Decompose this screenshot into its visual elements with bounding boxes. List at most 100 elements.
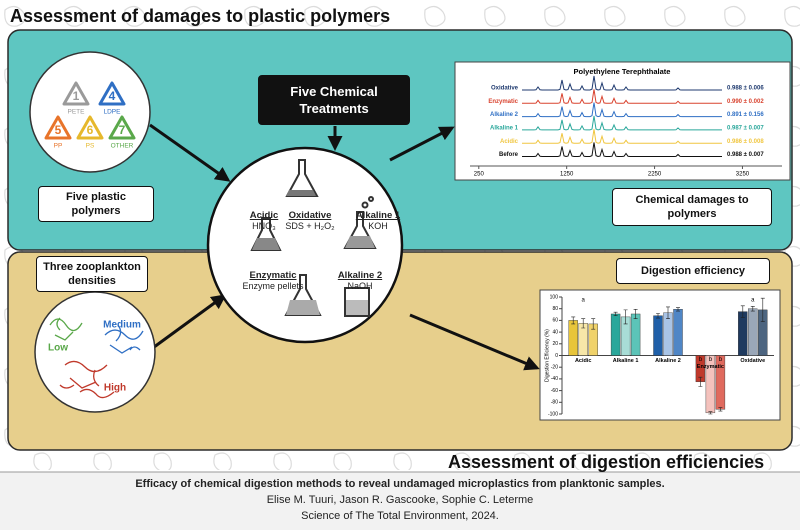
- error-bar: [581, 318, 586, 329]
- treatment: Enzymatic Enzyme pellets: [238, 270, 308, 292]
- treatment-reagent: SDS + H₂O₂: [285, 221, 335, 231]
- error-bar: [676, 307, 680, 312]
- zooplankton-icons: [49, 317, 144, 399]
- recycle-label: OTHER: [111, 143, 134, 150]
- treatment-name: Alkaline 2: [337, 270, 383, 281]
- treatment-circle: [206, 146, 404, 344]
- treatment-name: Acidic: [249, 210, 279, 221]
- citation-authors: Elise M. Tuuri, Jason R. Gascooke, Sophi…: [266, 494, 534, 506]
- x-tick-label: 2250: [648, 172, 662, 178]
- significance-letter: b: [719, 357, 723, 363]
- y-tick-label: -60: [551, 388, 558, 394]
- category-label: Oxidative: [740, 358, 765, 364]
- error-bar: [708, 411, 713, 415]
- error-bar: [718, 407, 723, 412]
- bar: [738, 311, 748, 356]
- spectra-row-value: 0.987 ± 0.007: [727, 125, 764, 131]
- polymers-caption: Five plastic polymers: [38, 186, 154, 222]
- citation-title: Efficacy of chemical digestion methods t…: [135, 478, 665, 490]
- spectrum-trace: [522, 102, 722, 118]
- significance-letter: b: [699, 357, 703, 363]
- spectra-row-label: Alkaline 2: [490, 112, 519, 118]
- treatment-name: Enzymatic: [249, 270, 297, 281]
- y-tick-label: 20: [552, 341, 558, 347]
- error-bar: [740, 305, 745, 318]
- arrow: [409, 313, 540, 371]
- y-tick-label: 80: [552, 306, 558, 312]
- y-tick-label: -80: [551, 400, 558, 406]
- bar: [568, 320, 578, 356]
- density-label: High: [104, 383, 126, 394]
- error-bar: [750, 306, 755, 312]
- recycle-symbol: [76, 115, 104, 140]
- arrow: [149, 123, 231, 182]
- spectra-row-label: Before: [499, 152, 519, 158]
- bar: [673, 309, 683, 356]
- treatment-reagent: Enzyme pellets: [242, 281, 304, 291]
- recycle-number: 5: [55, 123, 62, 137]
- treatments-title: Five Chemical Treatments: [258, 75, 410, 125]
- recycle-number: 1: [73, 89, 80, 103]
- spectra-row-value: 0.988 ± 0.007: [727, 152, 764, 158]
- significance-letter: b: [709, 357, 713, 363]
- category-label: Acidic: [575, 358, 592, 364]
- error-bar: [666, 306, 670, 319]
- arrow: [149, 294, 227, 352]
- treatment-reagent: KOH: [368, 221, 388, 231]
- treatment-reagent: HNO₃: [252, 221, 276, 231]
- bar: [630, 313, 641, 356]
- spectra-row-value: 0.891 ± 0.156: [727, 112, 764, 118]
- densities-caption: Three zooplankton densities: [36, 256, 148, 292]
- spectrum-trace: [522, 89, 722, 104]
- recycle-number: 6: [87, 123, 94, 137]
- spectra-panel: [454, 61, 791, 181]
- dynamic-layer: 1 PETE 4 LDPE 5 PP 6 PS 7 OTHER Low Medium High Polye…: [44, 61, 791, 421]
- y-tick-label: 0: [555, 353, 558, 359]
- bottom-title: Assessment of digestion efficiencies: [448, 452, 765, 472]
- flask-icons: [250, 159, 377, 317]
- spectrum-trace: [522, 142, 722, 158]
- x-tick-label: 3250: [736, 172, 750, 178]
- polymer-circle: [29, 51, 151, 173]
- recycle-number: 7: [119, 123, 126, 137]
- y-tick-label: 60: [552, 318, 558, 324]
- y-tick-label: -100: [548, 411, 558, 417]
- spectra-caption: Chemical damages to polymers: [612, 188, 772, 226]
- footer-band: [0, 472, 800, 530]
- recycle-label: PP: [54, 143, 63, 150]
- recycle-label: LDPE: [104, 109, 122, 116]
- bar: [610, 313, 621, 356]
- error-bar: [656, 313, 660, 319]
- recycle-symbol: [108, 115, 136, 140]
- error-bar: [613, 311, 618, 317]
- category-label: Alkaline 1: [613, 358, 639, 364]
- recycle-number: 4: [109, 89, 116, 103]
- density-label: Low: [48, 343, 68, 354]
- bar: [748, 308, 758, 356]
- treatment: Alkaline 2 NaOH: [330, 270, 390, 292]
- error-bar: [623, 309, 628, 325]
- treatment: Acidic HNO₃: [236, 210, 292, 232]
- treatment-reagent: NaOH: [347, 281, 373, 291]
- efficiency-caption: Digestion efficiency: [616, 258, 770, 284]
- y-tick-label: -40: [551, 376, 558, 382]
- spectrum-trace: [522, 129, 722, 144]
- y-axis-label: Digestion Efficiency (%): [544, 329, 550, 382]
- recycle-symbol: [44, 115, 72, 140]
- recycle-symbol: [98, 81, 126, 106]
- spectra-row-label: Oxidative: [491, 86, 519, 92]
- error-bar: [760, 297, 765, 322]
- header-title: Assessment of damages to plastic polymer…: [10, 6, 391, 26]
- bar: [653, 315, 663, 356]
- spectrum-trace: [522, 115, 722, 131]
- y-tick-label: 100: [550, 294, 559, 300]
- significance-letter: a: [751, 298, 755, 304]
- bar: [663, 312, 673, 356]
- spectrum-trace: [522, 75, 722, 91]
- density-label: Medium: [103, 320, 141, 331]
- spectra-row-value: 0.986 ± 0.008: [727, 139, 764, 145]
- recycle-label: PS: [86, 143, 95, 150]
- error-bar: [591, 318, 596, 330]
- y-tick-label: 40: [552, 329, 558, 335]
